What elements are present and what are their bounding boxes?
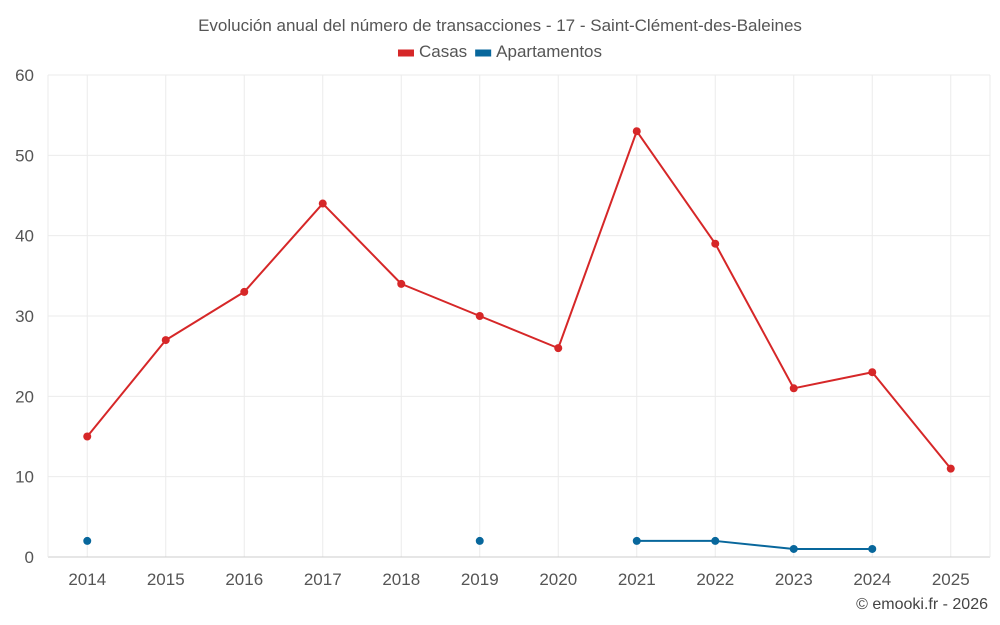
legend-swatch-apartamentos	[475, 49, 492, 57]
data-point[interactable]	[946, 464, 955, 473]
x-tick-label: 2022	[696, 570, 734, 589]
y-tick-label: 60	[15, 66, 34, 85]
data-point[interactable]	[161, 336, 170, 345]
series-line-segment	[714, 539, 795, 550]
data-point[interactable]	[318, 199, 327, 208]
series-line-segment	[321, 202, 403, 285]
y-tick-label: 40	[15, 227, 34, 246]
y-tick-label: 10	[15, 468, 34, 487]
chart-title: Evolución anual del número de transaccio…	[198, 16, 802, 35]
series-casas	[83, 127, 955, 473]
series-line-segment	[400, 282, 481, 317]
series-line-segment	[557, 130, 638, 350]
legend-label-casas[interactable]: Casas	[419, 42, 467, 61]
x-tick-label: 2024	[853, 570, 891, 589]
data-point[interactable]	[711, 536, 720, 545]
grid	[47, 74, 991, 558]
legend: Casas Apartamentos	[397, 42, 602, 61]
y-tick-label: 30	[15, 307, 34, 326]
series-layer	[83, 127, 955, 553]
data-point[interactable]	[475, 312, 484, 320]
data-point[interactable]	[632, 127, 641, 136]
series-line-segment	[478, 315, 560, 350]
series-line-segment	[714, 242, 795, 390]
x-tick-label: 2020	[539, 570, 577, 589]
data-point[interactable]	[868, 368, 877, 377]
x-tick-label: 2018	[382, 570, 420, 589]
x-tick-label: 2021	[618, 570, 656, 589]
x-tick-label: 2019	[461, 570, 499, 589]
data-point[interactable]	[240, 287, 249, 296]
series-line-segment	[86, 339, 167, 438]
data-point[interactable]	[868, 544, 877, 553]
data-point[interactable]	[789, 544, 798, 553]
credit-text: © emooki.fr - 2026	[856, 596, 988, 613]
series-line-segment	[164, 290, 246, 342]
series-line-segment	[871, 371, 952, 470]
series-line-segment	[792, 371, 874, 390]
data-point[interactable]	[83, 536, 92, 545]
data-point[interactable]	[475, 536, 484, 545]
data-point[interactable]	[789, 384, 798, 393]
x-tick-label: 2023	[775, 570, 813, 589]
data-point[interactable]	[711, 239, 720, 248]
y-tick-label: 20	[15, 387, 34, 406]
x-tick-label: 2014	[68, 570, 106, 589]
series-apartamentos	[83, 536, 877, 553]
x-tick-label: 2017	[304, 570, 342, 589]
x-tick-label: 2015	[147, 570, 185, 589]
data-point[interactable]	[83, 432, 92, 441]
y-axis: 0 10 20 30 40 50 60	[15, 66, 34, 567]
data-point[interactable]	[397, 279, 406, 288]
series-line-segment	[635, 130, 717, 245]
y-tick-label: 0	[25, 548, 34, 567]
x-axis: 2014 2015 2016 2017 2018 2019 2020 2021 2022 2023…	[68, 570, 969, 589]
x-tick-label: 2016	[225, 570, 263, 589]
data-point[interactable]	[554, 344, 563, 353]
legend-swatch-casas	[397, 49, 414, 57]
series-line-segment	[243, 202, 324, 293]
data-point[interactable]	[632, 536, 641, 545]
legend-label-apartamentos[interactable]: Apartamentos	[496, 42, 602, 61]
x-tick-label: 2025	[932, 570, 970, 589]
y-tick-label: 50	[15, 146, 34, 165]
